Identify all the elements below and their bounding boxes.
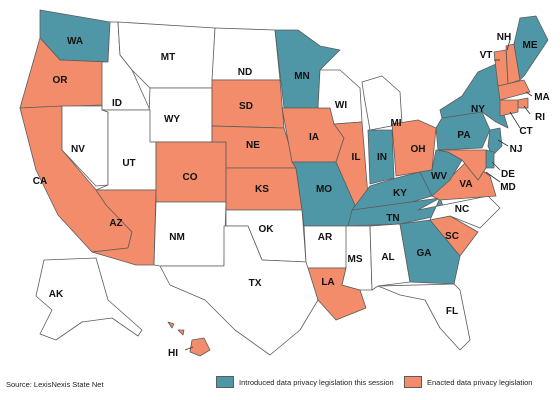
state-label-ky: KY [393, 188, 407, 199]
state-label-mn: MN [294, 71, 310, 82]
state-oh [391, 119, 437, 177]
state-label-la: LA [321, 277, 334, 288]
label-leader-line [506, 39, 511, 51]
state-label-wi: WI [335, 100, 347, 111]
state-label-co: CO [183, 172, 198, 183]
state-md [437, 149, 487, 181]
state-label-sd: SD [239, 101, 253, 112]
state-label-fl: FL [446, 306, 458, 317]
label-leader-line [491, 161, 501, 171]
state-label-nd: ND [238, 67, 252, 78]
label-leader-line [184, 346, 194, 351]
state-label-ak: AK [49, 289, 64, 300]
legend-label-enacted: Enacted data privacy legislation [427, 377, 533, 387]
label-leader-line [523, 105, 531, 115]
state-hi [167, 321, 211, 357]
us-map: WA OR CA ID NV MT WY UT AZ CO NM ND SD N… [19, 9, 550, 359]
state-al [369, 223, 411, 291]
state-ma [497, 79, 531, 101]
legend-label-introduced: Introduced data privacy legislation this… [239, 377, 394, 387]
label-leader-line [485, 171, 501, 183]
state-ga [399, 219, 461, 285]
state-nc [417, 195, 501, 229]
state-label-ct: CT [519, 126, 532, 137]
state-label-nj: NJ [510, 144, 523, 155]
state-ny [439, 63, 509, 129]
state-label-sc: SC [445, 231, 459, 242]
state-label-ks: KS [255, 184, 269, 195]
state-label-tx: TX [249, 278, 262, 289]
state-label-wv: WV [431, 171, 447, 182]
state-label-ia: IA [309, 132, 319, 143]
legend-swatch-introduced [216, 376, 234, 388]
state-label-wa: WA [67, 36, 83, 47]
state-label-ms: MS [348, 254, 363, 265]
state-label-pa: PA [457, 130, 470, 141]
state-label-az: AZ [109, 218, 122, 229]
state-label-me: ME [523, 40, 538, 51]
state-tx [159, 225, 319, 356]
state-label-hi: HI [168, 348, 178, 359]
legend-swatch-enacted [404, 376, 422, 388]
state-label-md: MD [500, 182, 516, 193]
state-label-ar: AR [318, 232, 333, 243]
state-labels: WA OR CA ID NV MT WY UT AZ CO NM ND SD N… [33, 32, 550, 359]
label-leader-line [497, 139, 509, 147]
state-label-id: ID [112, 98, 122, 109]
legend-enacted: Enacted data privacy legislation [404, 376, 532, 388]
state-fl [377, 283, 471, 351]
state-label-vt: VT [480, 50, 493, 61]
state-label-mi: MI [390, 118, 401, 129]
state-label-ny: NY [471, 104, 485, 115]
state-label-ri: RI [535, 112, 545, 123]
state-ak [35, 257, 143, 341]
state-label-in: IN [377, 152, 387, 163]
state-label-oh: OH [411, 144, 426, 155]
state-label-il: IL [352, 152, 361, 163]
state-ri [517, 97, 529, 109]
state-label-nc: NC [455, 204, 469, 215]
legend-introduced: Introduced data privacy legislation this… [216, 376, 394, 388]
state-label-ca: CA [33, 176, 47, 187]
label-leader-line [525, 91, 533, 97]
state-ct [499, 99, 519, 117]
state-label-nh: NH [497, 32, 511, 43]
state-label-nm: NM [169, 232, 185, 243]
state-label-mo: MO [316, 184, 332, 195]
state-label-nv: NV [71, 144, 85, 155]
label-leader-line [509, 111, 521, 129]
state-label-mt: MT [161, 52, 175, 63]
state-in [367, 129, 395, 185]
state-label-al: AL [381, 252, 394, 263]
state-label-ok: OK [259, 224, 275, 235]
state-label-or: OR [53, 75, 69, 86]
state-label-ut: UT [122, 158, 135, 169]
state-label-ne: NE [246, 140, 260, 151]
state-de [485, 149, 495, 169]
state-label-tn: TN [386, 213, 399, 224]
state-me [513, 15, 549, 81]
state-label-de: DE [501, 169, 515, 180]
state-label-wy: WY [164, 114, 180, 125]
state-label-ma: MA [534, 92, 550, 103]
state-nj [487, 127, 503, 157]
state-label-va: VA [459, 179, 472, 190]
state-nm [153, 201, 227, 267]
source-note: Source: LexisNexis State Net [6, 380, 104, 389]
state-label-ga: GA [417, 248, 432, 259]
